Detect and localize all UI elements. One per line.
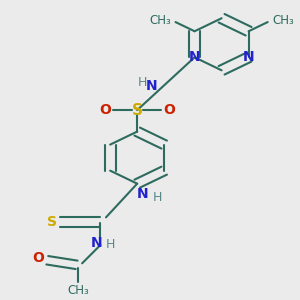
Text: O: O <box>99 103 111 117</box>
Text: O: O <box>32 251 44 265</box>
Text: H: H <box>153 191 162 204</box>
Text: H: H <box>137 76 147 89</box>
Text: N: N <box>137 188 148 201</box>
Text: CH₃: CH₃ <box>68 284 89 297</box>
Text: N: N <box>243 50 254 64</box>
Text: N: N <box>189 50 200 64</box>
Text: CH₃: CH₃ <box>149 14 171 27</box>
Text: N: N <box>91 236 103 250</box>
Text: S: S <box>47 215 57 229</box>
Text: CH₃: CH₃ <box>272 14 294 27</box>
Text: S: S <box>132 103 143 118</box>
Text: H: H <box>106 238 116 251</box>
Text: N: N <box>146 79 158 93</box>
Text: O: O <box>163 103 175 117</box>
